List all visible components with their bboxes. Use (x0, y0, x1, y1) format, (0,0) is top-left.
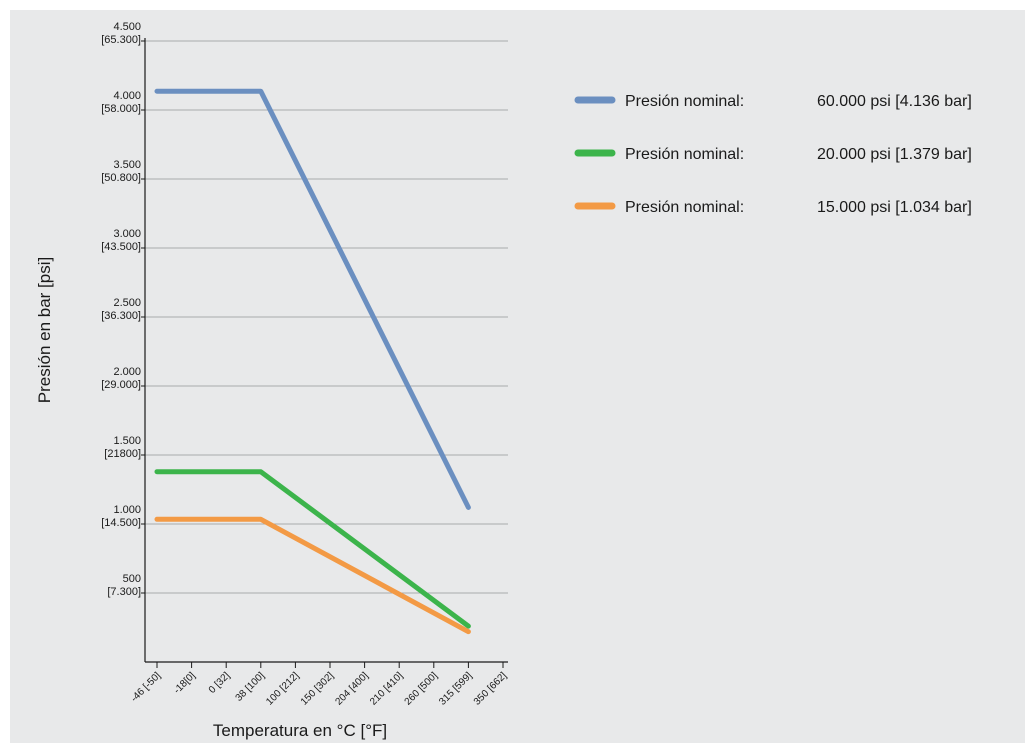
pressure-temperature-chart: 500[7.300] 1.000[14.500] 1.500[21800] 2.000… (35, 21, 972, 740)
legend: Presión nominal: 60.000 psi [4.136 bar] Pr… (574, 93, 972, 216)
y-tick-sublabel-7: [58.000] (101, 103, 141, 115)
x-tick-label-9: 315 [599] (437, 670, 474, 707)
legend-value-0: 60.000 psi [4.136 bar] (817, 93, 972, 110)
y-tick-label-7: 4.000 (113, 90, 141, 102)
x-tick-label-10: 350 [662] (472, 670, 509, 707)
x-tick-label-5: 150 [302] (299, 670, 336, 707)
y-tick-label-8: 4.500 (113, 21, 141, 33)
y-tick-label-5: 3.000 (113, 228, 141, 240)
chart-panel: 500 [7.300] 1.000 [14.500] 1.500 [21800] 2.000… (10, 10, 1025, 743)
y-tick-sublabel-2: [21800] (104, 448, 141, 460)
series-line-2 (154, 516, 471, 635)
y-axis: 500[7.300] 1.000[14.500] 1.500[21800] 2.000… (101, 21, 146, 662)
x-tick-label-8: 260 [500] (403, 670, 440, 707)
y-tick-label-2: 1.500 (113, 435, 141, 447)
series-lines (154, 88, 471, 635)
x-tick-label-4: 100 [212] (264, 670, 301, 707)
series-line-0 (154, 88, 471, 510)
x-tick-label-6: 204 [400] (333, 670, 370, 707)
x-axis-title: Temperatura en °C [°F] (213, 721, 387, 740)
x-axis: -46 [-50] -18[0] 0 [32] 38 [100]100 [212]15… (129, 661, 509, 708)
y-tick-label-0: 500 (123, 573, 141, 585)
y-tick-label-4: 2.500 (113, 297, 141, 309)
y-tick-label-6: 3.500 (113, 159, 141, 171)
x-tick-label-7: 210 [410] (368, 670, 405, 707)
y-tick-sublabel-1: [14.500] (101, 517, 141, 529)
y-tick-label-1: 1.000 (113, 504, 141, 516)
x-tick-label-2: 0 [32] (207, 670, 233, 696)
legend-label-2: Presión nominal: (625, 199, 744, 216)
x-tick-label-1: -18[0] (172, 670, 198, 696)
y-tick-label-3: 2.000 (113, 366, 141, 378)
x-tick-label-3: 38 [100] (234, 670, 267, 703)
series-line-1 (154, 469, 471, 629)
legend-value-2: 15.000 psi [1.034 bar] (817, 199, 972, 216)
legend-label-1: Presión nominal: (625, 146, 744, 163)
y-tick-sublabel-3: [29.000] (101, 379, 141, 391)
y-axis-title: Presión en bar [psi] (35, 257, 54, 403)
y-tick-sublabel-4: [36.300] (101, 310, 141, 322)
y-tick-sublabel-5: [43.500] (101, 241, 141, 253)
legend-label-0: Presión nominal: (625, 93, 744, 110)
legend-value-1: 20.000 psi [1.379 bar] (817, 146, 972, 163)
y-tick-sublabel-0: [7.300] (107, 586, 141, 598)
grid (145, 40, 508, 594)
y-tick-sublabel-8: [65.300] (101, 34, 141, 46)
x-tick-label-0: -46 [-50] (129, 670, 163, 704)
y-tick-sublabel-6: [50.800] (101, 172, 141, 184)
